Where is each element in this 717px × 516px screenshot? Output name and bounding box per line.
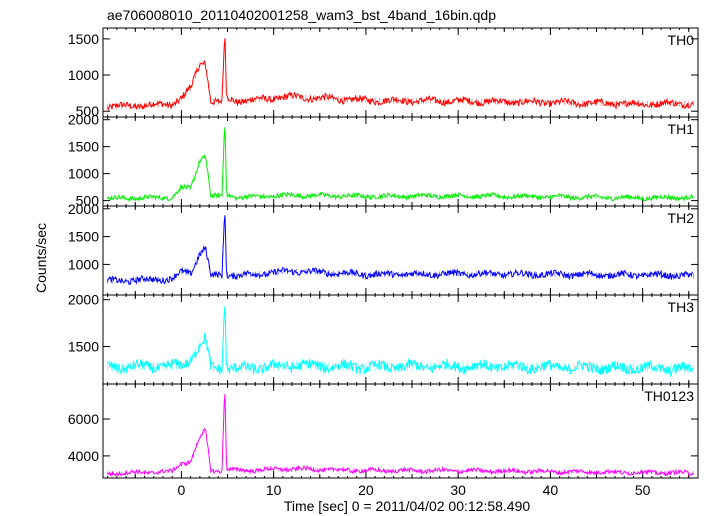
y-tick-label: 6000 [68, 411, 99, 427]
y-tick-label: 1500 [68, 339, 99, 355]
series-line-th1 [107, 127, 694, 203]
x-tick-label: 10 [266, 482, 282, 498]
error-bars-th3 [107, 335, 694, 374]
y-tick-label: 500 [76, 193, 100, 209]
x-axis-label: Time [sec] 0 = 2011/04/02 00:12:58.490 [284, 498, 531, 514]
y-tick-label: 2000 [68, 292, 99, 308]
panel-frame [102, 116, 699, 207]
x-tick-label: 40 [543, 482, 559, 498]
panel-th0: 500 1000 1500 TH0 [68, 27, 699, 119]
chart-title: ae706008010_20110402001258_wam3_bst_4ban… [107, 7, 496, 23]
error-bars-th2 [107, 246, 694, 284]
error-bars-th0 [107, 59, 694, 110]
panel-label: TH1 [668, 121, 695, 137]
y-tick-label: 1000 [68, 256, 99, 272]
panel-th3: 1500 2000 TH3 [68, 292, 699, 385]
x-tick-label: 20 [358, 482, 374, 498]
y-tick-label: 1000 [68, 166, 99, 182]
panel-th2: 1000 1500 2000 TH2 [68, 201, 699, 296]
panel-label: TH0 [668, 32, 695, 48]
series-line-th0123 [107, 394, 694, 478]
error-bars-th1 [107, 153, 694, 201]
panel-th1: 500 1000 1500 2000 TH1 [68, 112, 699, 209]
y-tick-label: 1000 [68, 67, 99, 83]
panel-frame [102, 294, 699, 385]
y-tick-label: 2000 [68, 112, 99, 128]
x-tick-label: 30 [450, 482, 466, 498]
y-tick-label: 2000 [68, 201, 99, 217]
y-tick-label: 500 [76, 103, 100, 119]
panel-frame [102, 383, 699, 479]
panel-label: TH2 [668, 210, 695, 226]
y-tick-label: 1500 [68, 139, 99, 155]
panel-th0123: 4000 6000 TH0123 [68, 383, 699, 479]
y-tick-label: 1500 [68, 229, 99, 245]
panel-frame [102, 205, 699, 296]
x-tick-label: 50 [635, 482, 651, 498]
series-line-th3 [107, 306, 694, 378]
x-tick-label: 0 [178, 482, 186, 498]
y-tick-label: 1500 [68, 31, 99, 47]
error-bars-th0123 [107, 429, 694, 475]
series-line-th0 [107, 38, 694, 111]
panel-label: TH3 [668, 299, 695, 315]
y-tick-label: 4000 [68, 448, 99, 464]
y-axis-label: Counts/sec [33, 223, 49, 293]
series-line-th2 [107, 215, 694, 286]
panel-label: TH0123 [644, 388, 694, 404]
